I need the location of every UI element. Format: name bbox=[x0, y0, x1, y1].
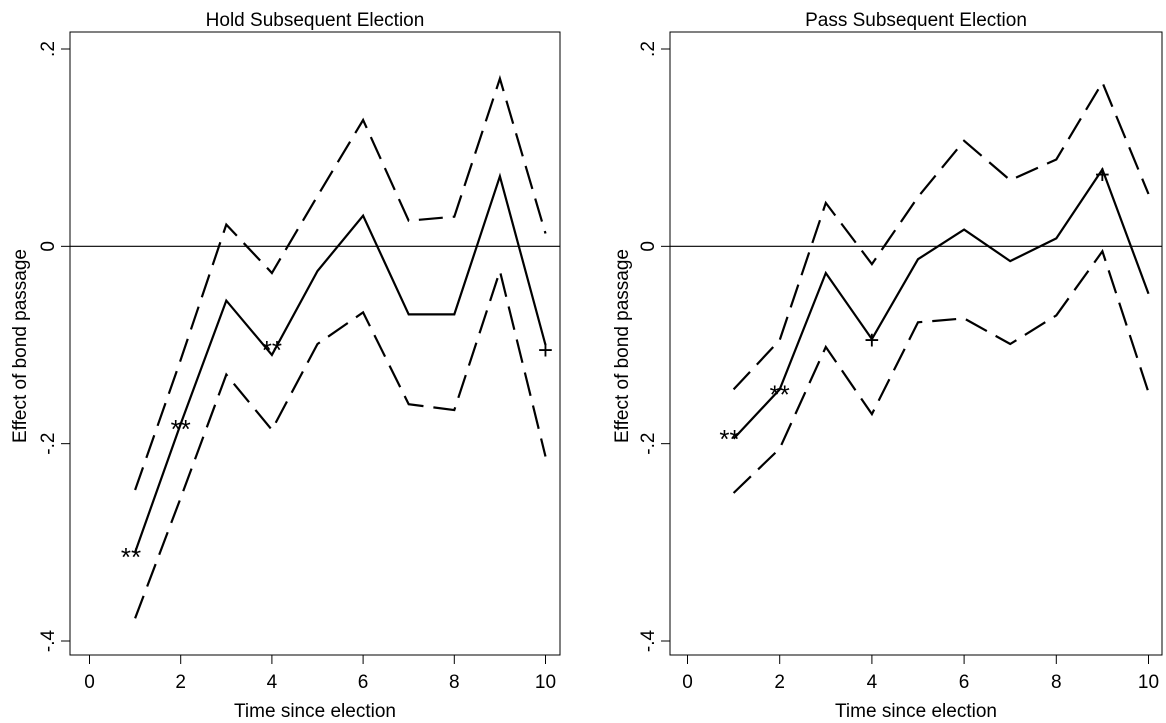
significance-marker: ** bbox=[262, 335, 282, 365]
y-tick-label: -.4 bbox=[638, 629, 659, 652]
x-tick-label: 8 bbox=[1051, 672, 1062, 693]
series-upper-line bbox=[134, 74, 547, 491]
x-axis-title: Time since election bbox=[835, 701, 997, 722]
y-axis-title: Effect of bond passage bbox=[10, 249, 31, 443]
significance-marker: + bbox=[864, 325, 879, 355]
series-estimate-line bbox=[134, 172, 547, 553]
panel-hold: Hold Subsequent Election Time since elec… bbox=[10, 10, 561, 722]
x-tick-label: 2 bbox=[774, 672, 785, 693]
y-tick-label: 0 bbox=[38, 241, 59, 252]
x-tick-label: 4 bbox=[867, 672, 878, 693]
panel-title: Pass Subsequent Election bbox=[805, 10, 1027, 31]
significance-marker: ** bbox=[171, 414, 191, 444]
plot-frame bbox=[69, 31, 561, 656]
significance-marker: ** bbox=[770, 379, 790, 409]
x-axis-title: Time since election bbox=[234, 701, 396, 722]
x-tick-label: 10 bbox=[1138, 672, 1159, 693]
x-tick-label: 2 bbox=[175, 672, 186, 693]
panel-title: Hold Subsequent Election bbox=[206, 10, 425, 31]
y-axis-title: Effect of bond passage bbox=[612, 249, 633, 443]
x-tick-label: 6 bbox=[358, 672, 369, 693]
significance-marker: ** bbox=[121, 542, 141, 572]
y-tick-label: -.2 bbox=[638, 433, 659, 455]
significance-marker: + bbox=[1095, 159, 1110, 189]
x-tick-label: 8 bbox=[449, 672, 460, 693]
panel-pass: Pass Subsequent Election Time since elec… bbox=[612, 10, 1163, 722]
y-tick-label: .2 bbox=[38, 41, 59, 57]
y-tick-label: -.2 bbox=[38, 433, 59, 455]
plot-frame bbox=[669, 31, 1163, 656]
y-tick-label: .2 bbox=[638, 41, 659, 57]
x-tick-label: 4 bbox=[267, 672, 278, 693]
x-tick-label: 6 bbox=[959, 672, 970, 693]
series-upper-line bbox=[732, 80, 1150, 391]
y-tick-label: -.4 bbox=[38, 629, 59, 652]
x-tick-label: 0 bbox=[84, 672, 95, 693]
significance-marker: + bbox=[538, 335, 553, 365]
series-estimate-line bbox=[732, 166, 1150, 440]
y-tick-label: 0 bbox=[638, 241, 659, 252]
series-lower-line bbox=[732, 248, 1150, 494]
x-tick-label: 10 bbox=[535, 672, 556, 693]
x-tick-label: 0 bbox=[682, 672, 693, 693]
series-lower-line bbox=[134, 267, 547, 619]
significance-marker: ** bbox=[719, 424, 739, 454]
